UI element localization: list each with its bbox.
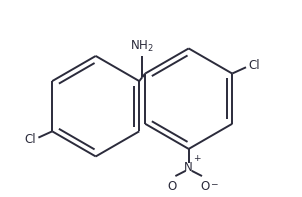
Text: +: + — [193, 154, 201, 163]
Text: O: O — [168, 180, 177, 193]
Text: −: − — [210, 180, 217, 189]
Text: N: N — [184, 161, 193, 174]
Text: O: O — [201, 180, 210, 193]
Text: Cl: Cl — [248, 59, 260, 72]
Text: NH$_2$: NH$_2$ — [130, 39, 154, 54]
Text: Cl: Cl — [25, 133, 36, 146]
